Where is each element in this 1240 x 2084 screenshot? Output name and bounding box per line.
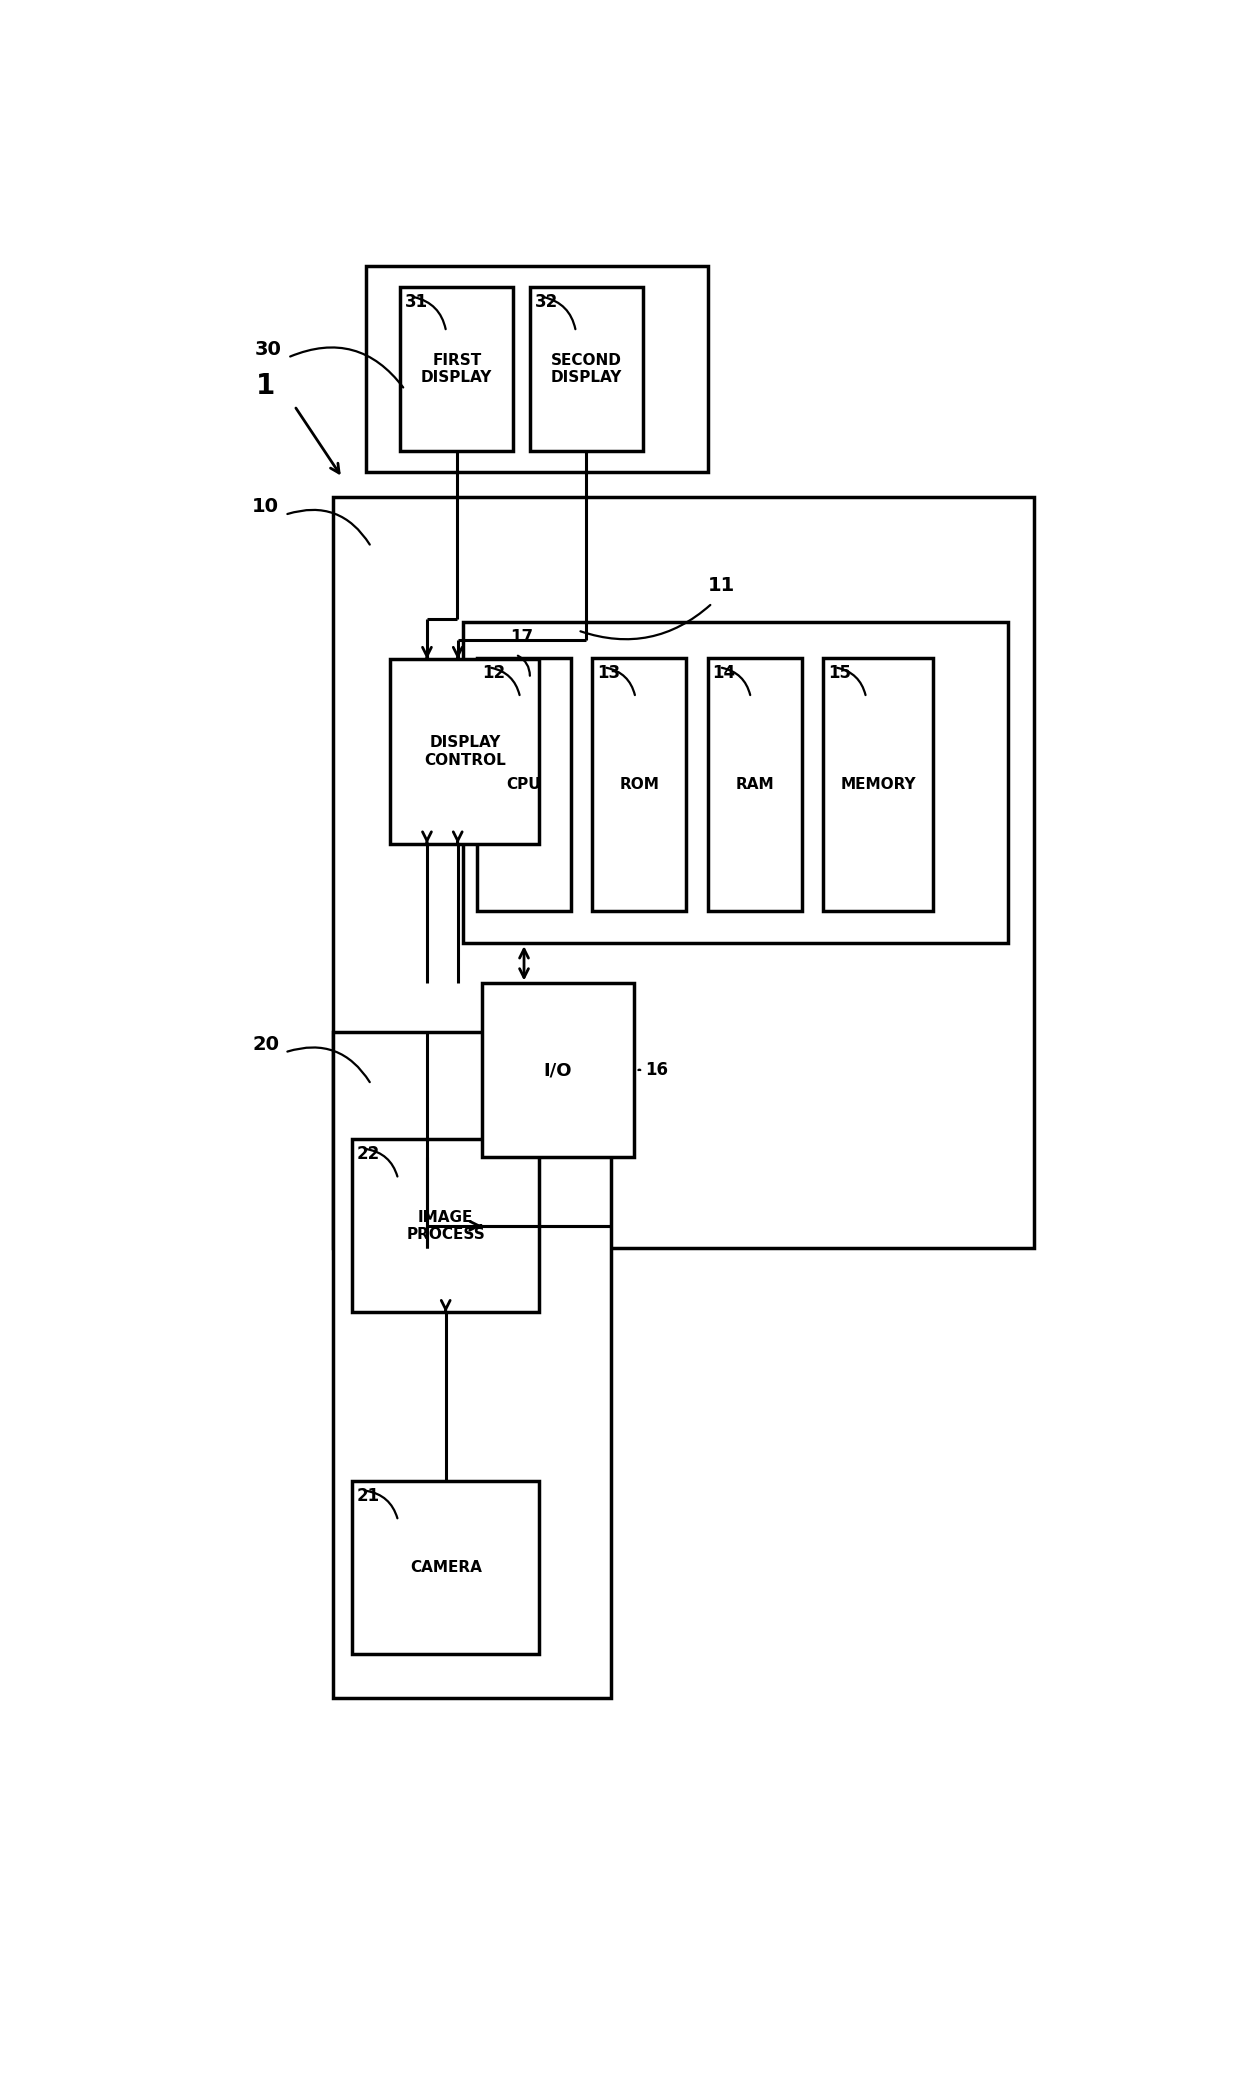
Text: 17: 17 — [511, 629, 533, 646]
Text: FIRST
DISPLAY: FIRST DISPLAY — [422, 352, 492, 386]
Text: IMAGE
PROCESS: IMAGE PROCESS — [407, 1209, 485, 1242]
Text: 1: 1 — [255, 373, 275, 400]
FancyBboxPatch shape — [529, 288, 644, 450]
FancyBboxPatch shape — [352, 1140, 539, 1313]
Text: CAMERA: CAMERA — [409, 1561, 481, 1576]
Text: 14: 14 — [712, 665, 735, 681]
Text: ROM: ROM — [620, 777, 660, 792]
FancyBboxPatch shape — [352, 1482, 539, 1655]
Text: 32: 32 — [534, 294, 558, 311]
FancyBboxPatch shape — [463, 623, 1008, 944]
FancyBboxPatch shape — [332, 498, 1034, 1248]
FancyBboxPatch shape — [708, 659, 802, 911]
FancyBboxPatch shape — [332, 1032, 611, 1698]
FancyBboxPatch shape — [367, 267, 708, 471]
Text: CPU: CPU — [507, 777, 542, 792]
FancyBboxPatch shape — [391, 659, 539, 844]
Text: 31: 31 — [404, 294, 428, 311]
Text: 10: 10 — [252, 498, 279, 517]
Text: I/O: I/O — [543, 1061, 572, 1080]
Text: RAM: RAM — [735, 777, 774, 792]
Text: 30: 30 — [255, 340, 281, 358]
FancyBboxPatch shape — [823, 659, 934, 911]
Text: 20: 20 — [252, 1036, 279, 1055]
FancyBboxPatch shape — [477, 659, 572, 911]
Text: DISPLAY
CONTROL: DISPLAY CONTROL — [424, 736, 506, 767]
Text: 11: 11 — [708, 575, 735, 596]
Text: MEMORY: MEMORY — [841, 777, 916, 792]
Text: 22: 22 — [357, 1146, 379, 1163]
Text: 21: 21 — [357, 1488, 379, 1505]
FancyBboxPatch shape — [593, 659, 687, 911]
FancyBboxPatch shape — [481, 984, 634, 1157]
Text: 16: 16 — [645, 1061, 668, 1080]
Text: SECOND
DISPLAY: SECOND DISPLAY — [551, 352, 622, 386]
Text: 15: 15 — [828, 665, 851, 681]
FancyBboxPatch shape — [401, 288, 513, 450]
Text: 12: 12 — [481, 665, 505, 681]
Text: 13: 13 — [596, 665, 620, 681]
